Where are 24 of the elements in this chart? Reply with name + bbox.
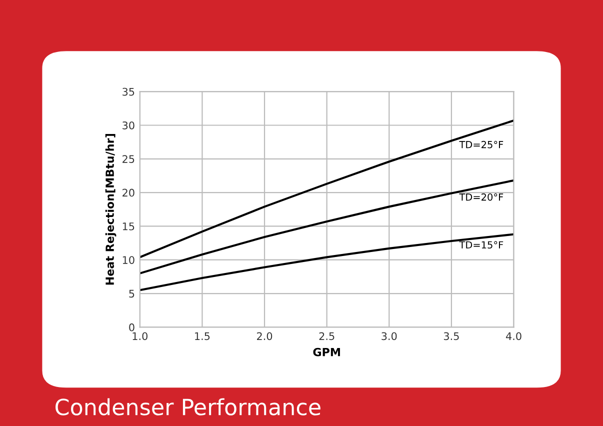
y-tick-label: 15 [122, 222, 134, 230]
x-tick-label: 3.0 [382, 332, 397, 340]
x-tick-label: 3.5 [444, 332, 459, 340]
line-series [140, 233, 514, 292]
y-axis-title: Heat Rejection[MBtu/hr] [105, 134, 116, 285]
x-tick-label: 1.0 [132, 332, 148, 340]
y-tick-label: 25 [122, 155, 134, 164]
x-tick-label: 4.0 [506, 332, 522, 340]
x-tick-label: 1.5 [195, 332, 210, 340]
x-tick-label: 2.0 [256, 332, 272, 340]
y-tick-label: 5 [129, 290, 134, 298]
series-label: TD=15°F [459, 241, 504, 249]
y-tick-label: 0 [129, 323, 134, 332]
text: Condenser Performance [56, 398, 320, 416]
series-label: TD=20°F [459, 193, 504, 201]
x-axis-title: GPM [313, 348, 340, 356]
y-tick-label: 20 [122, 188, 134, 197]
line-series [140, 119, 514, 258]
y-tick-label: 10 [122, 256, 134, 264]
x-tick-label: 2.5 [319, 332, 334, 340]
series-label: TD=25°F [459, 140, 504, 148]
y-tick-label: 35 [122, 88, 134, 96]
line-series [140, 179, 514, 274]
y-tick-label: 30 [122, 121, 134, 130]
